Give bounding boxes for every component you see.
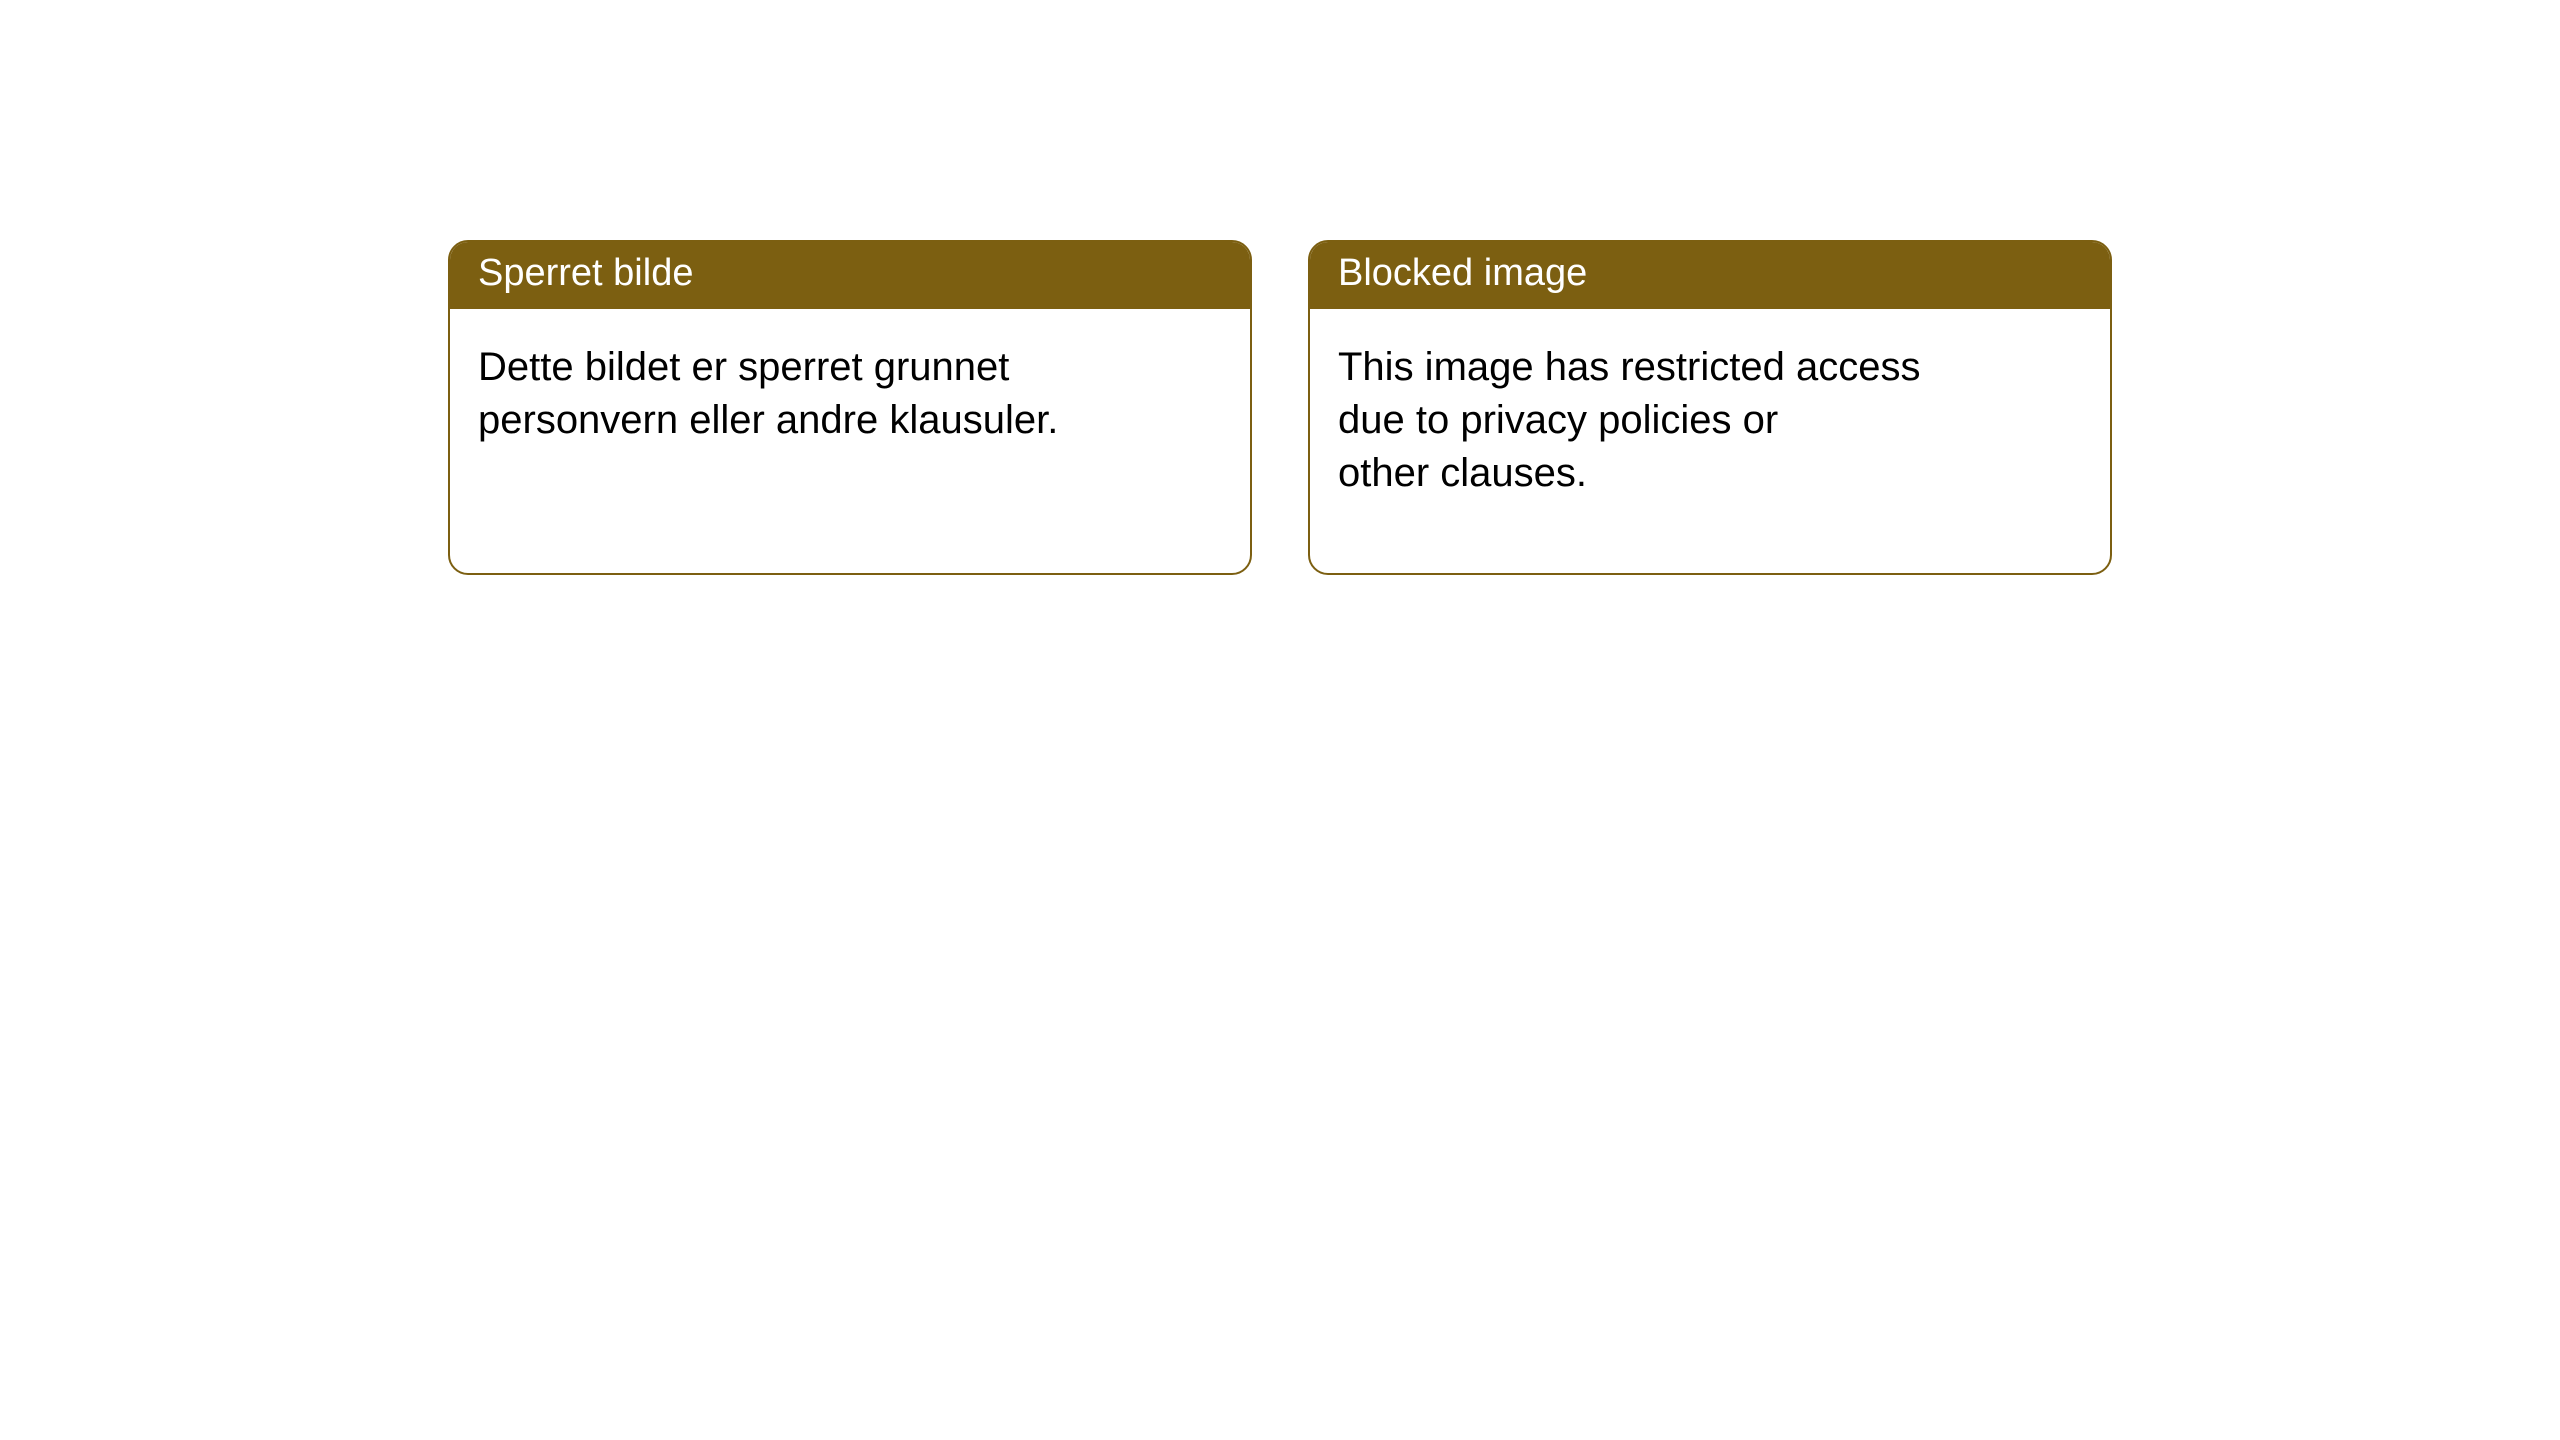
notice-cards-container: Sperret bilde Dette bildet er sperret gr… <box>448 240 2112 575</box>
notice-title-norwegian: Sperret bilde <box>450 242 1250 309</box>
notice-body-norwegian: Dette bildet er sperret grunnet personve… <box>450 309 1250 479</box>
notice-title-english: Blocked image <box>1310 242 2110 309</box>
notice-card-english: Blocked image This image has restricted … <box>1308 240 2112 575</box>
notice-body-english: This image has restricted access due to … <box>1310 309 2110 531</box>
notice-card-norwegian: Sperret bilde Dette bildet er sperret gr… <box>448 240 1252 575</box>
